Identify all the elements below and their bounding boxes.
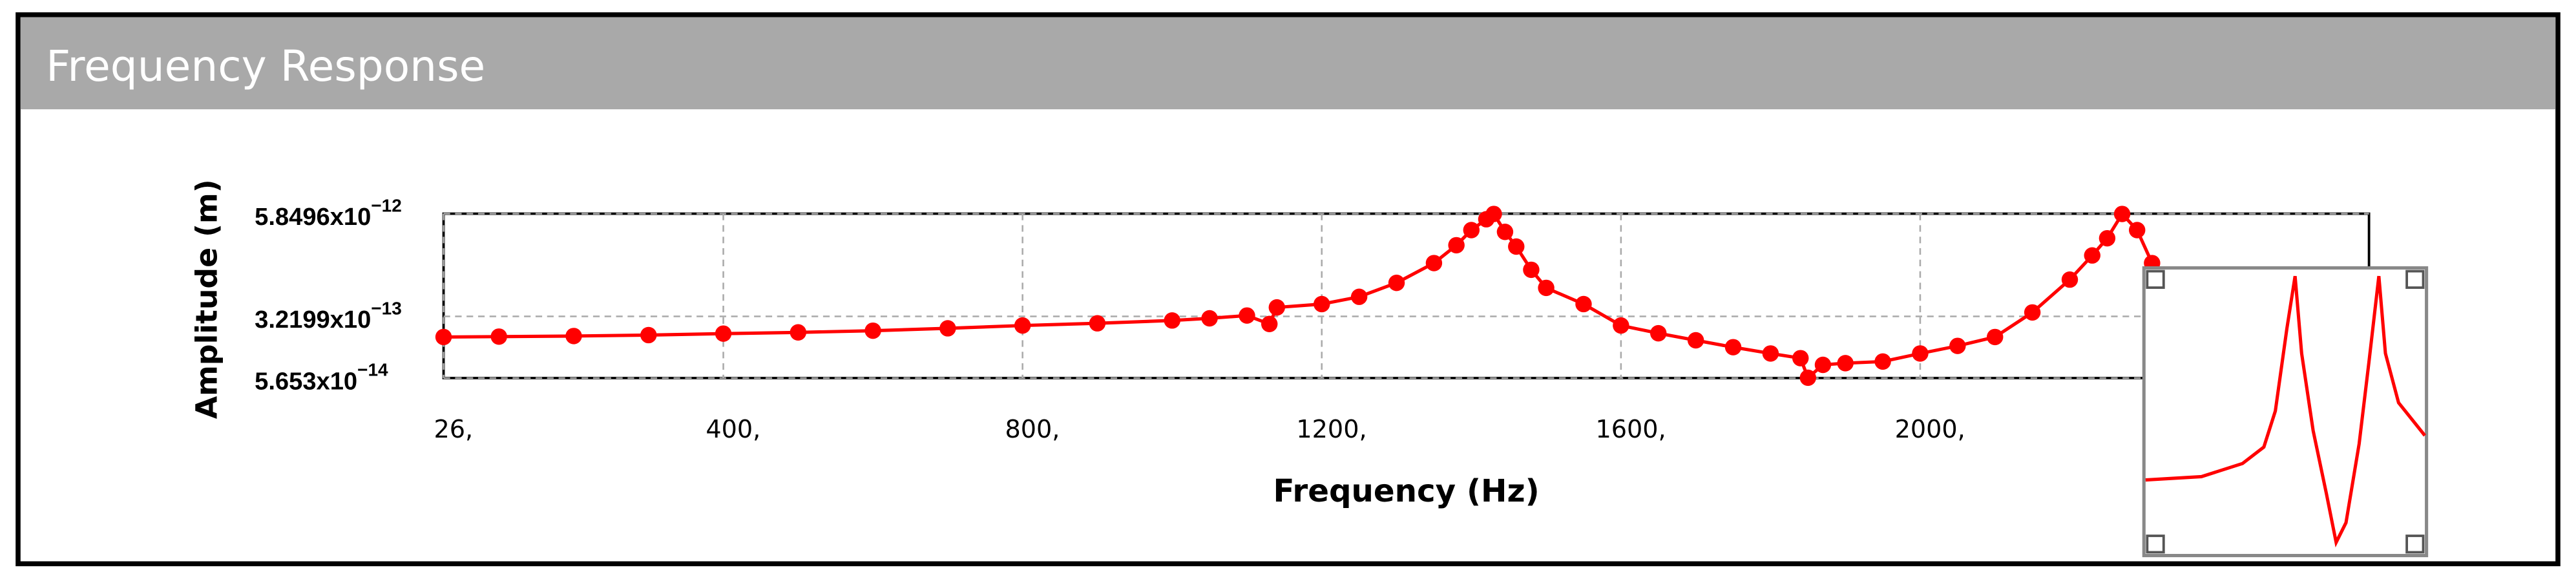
x-tick-label: 1200,	[1296, 415, 1367, 443]
x-tick-label: 800,	[1005, 415, 1060, 443]
data-point	[1201, 310, 1218, 327]
data-point	[2113, 206, 2131, 222]
data-point	[1239, 307, 1255, 324]
data-point	[1799, 369, 1817, 387]
tick-mantissa: 5.653x10	[255, 368, 357, 396]
data-point	[1538, 279, 1555, 297]
data-point	[715, 325, 732, 342]
tick-exponent: −13	[371, 299, 401, 319]
overview-inset	[2142, 266, 2429, 558]
y-axis-title: Amplitude (m)	[189, 179, 224, 419]
data-point	[1388, 274, 1405, 292]
data-point	[1687, 332, 1704, 349]
data-point	[1089, 315, 1106, 332]
data-point	[1350, 288, 1368, 305]
data-point	[939, 320, 956, 337]
x-tick-label: 1600,	[1596, 415, 1666, 443]
data-point	[490, 328, 507, 345]
data-point	[1261, 315, 1278, 332]
data-point	[1314, 295, 1330, 313]
tick-mantissa: 5.8496x10	[255, 203, 371, 231]
data-point	[640, 326, 657, 344]
data-point	[1463, 222, 1480, 238]
data-point	[1575, 295, 1592, 313]
data-point	[1613, 317, 1629, 334]
resize-handle[interactable]	[2405, 270, 2425, 289]
y-tick-label: 5.8496x10−12	[255, 196, 402, 231]
data-point	[1425, 255, 1443, 271]
panel-title: Frequency Response	[46, 41, 485, 91]
resize-handle[interactable]	[2405, 535, 2425, 554]
data-point	[1268, 299, 1285, 316]
data-point	[1949, 337, 1966, 354]
data-point	[1164, 312, 1180, 329]
data-point	[1792, 350, 1809, 366]
y-tick-label: 5.653x10−14	[255, 360, 388, 395]
data-point	[1523, 261, 1540, 279]
tick-exponent: −12	[371, 196, 401, 216]
data-point	[1837, 355, 1854, 372]
x-tick-label: 400,	[706, 415, 760, 443]
data-point	[1762, 345, 1779, 362]
x-tick-label: 26,	[434, 415, 473, 443]
data-point	[2061, 271, 2079, 288]
resize-handle[interactable]	[2146, 270, 2165, 289]
tick-exponent: −14	[357, 360, 388, 380]
y-tick-label: 3.2199x10−13	[255, 299, 402, 334]
data-point	[1496, 224, 1514, 240]
data-point	[1724, 339, 1742, 355]
x-tick-label: 2000,	[1895, 415, 1965, 443]
data-point	[2099, 229, 2116, 247]
data-point	[1912, 345, 1929, 362]
x-axis-title: Frequency (Hz)	[1273, 473, 1539, 509]
data-point	[1650, 324, 1667, 342]
data-point	[864, 322, 881, 339]
plot: 5.653x10−14 3.2199x10−13 5.8496x10−12 26, 40…	[189, 179, 2371, 509]
inset-curve	[2145, 275, 2427, 547]
data-point	[1485, 206, 1502, 222]
plot-area	[442, 212, 2371, 379]
data-point	[1987, 328, 2004, 346]
data-point	[2024, 304, 2041, 321]
data-point	[2084, 247, 2100, 264]
tick-mantissa: 3.2199x10	[255, 306, 371, 334]
data-point	[790, 324, 807, 341]
data-point	[1014, 317, 1031, 334]
header-bar	[20, 17, 2556, 110]
data-point	[435, 328, 452, 346]
data-point	[1448, 237, 1465, 254]
data-point	[1874, 353, 1891, 370]
data-point	[1508, 238, 1525, 255]
data-point	[1814, 356, 1832, 374]
resize-handle[interactable]	[2146, 535, 2165, 554]
data-point	[2128, 222, 2146, 238]
data-point	[565, 328, 582, 344]
inset-frame	[2142, 266, 2429, 558]
